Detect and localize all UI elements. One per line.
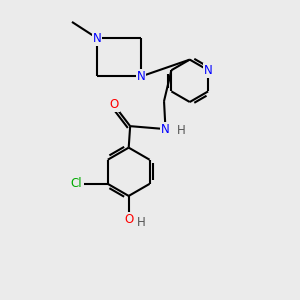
Text: N: N (93, 32, 101, 45)
Text: O: O (124, 213, 133, 226)
Text: Cl: Cl (70, 177, 82, 190)
Text: O: O (109, 98, 119, 111)
Text: H: H (177, 124, 186, 137)
Text: H: H (137, 216, 146, 229)
Text: N: N (137, 70, 146, 83)
Text: N: N (161, 123, 170, 136)
Text: N: N (204, 64, 212, 77)
